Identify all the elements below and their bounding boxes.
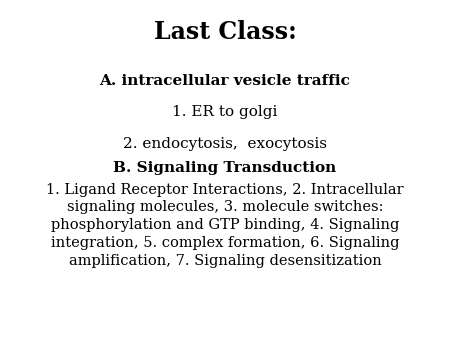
Text: B. Signaling Transduction: B. Signaling Transduction [113, 161, 337, 174]
Text: 2. endocytosis,  exocytosis: 2. endocytosis, exocytosis [123, 137, 327, 151]
Text: A. intracellular vesicle traffic: A. intracellular vesicle traffic [99, 74, 351, 88]
Text: 1. ER to golgi: 1. ER to golgi [172, 105, 278, 119]
Text: Last Class:: Last Class: [153, 20, 297, 44]
Text: 1. Ligand Receptor Interactions, 2. Intracellular
signaling molecules, 3. molecu: 1. Ligand Receptor Interactions, 2. Intr… [46, 183, 404, 268]
